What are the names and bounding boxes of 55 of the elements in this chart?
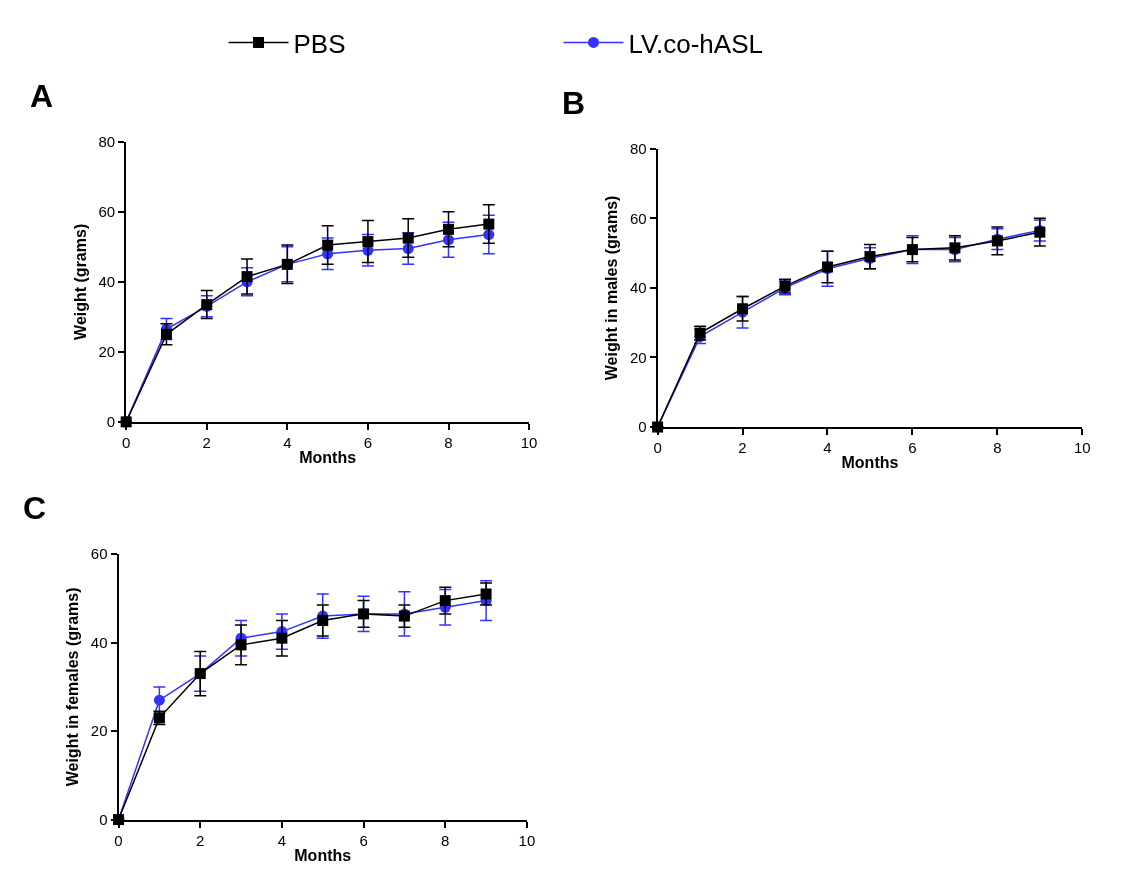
point	[276, 632, 288, 644]
point	[153, 694, 165, 706]
x-axis-title: Months	[841, 454, 899, 472]
y-tick-label: 0	[638, 418, 647, 436]
x-tick-label: 2	[202, 433, 211, 451]
x-tick-label: 6	[908, 439, 917, 457]
x-tick-label: 8	[441, 831, 450, 849]
x-tick-label: 6	[359, 831, 368, 849]
y-axis-title: Weight in males (grams)	[603, 195, 621, 381]
y-tick-label: 60	[629, 209, 647, 227]
y-tick-label: 80	[629, 139, 647, 157]
chart-title: A	[30, 78, 54, 114]
x-tick-label: 10	[518, 831, 536, 849]
y-tick-label: 0	[99, 810, 108, 828]
point	[443, 223, 455, 235]
y-tick-label: 40	[98, 273, 116, 291]
x-axis-title: Months	[299, 449, 357, 467]
point	[402, 232, 414, 244]
y-tick-label: 80	[98, 133, 116, 151]
y-axis-title: Weight in females (grams)	[64, 587, 82, 787]
point	[317, 615, 329, 627]
point	[241, 271, 253, 283]
y-tick-label: 20	[98, 343, 116, 361]
y-tick-label: 40	[90, 633, 108, 651]
y-tick-label: 0	[106, 413, 116, 431]
point	[439, 595, 451, 607]
x-tick-label: 4	[823, 439, 832, 457]
point	[160, 328, 172, 340]
point	[480, 588, 492, 600]
x-tick-label: 4	[277, 831, 287, 849]
x-tick-label: 4	[283, 433, 292, 451]
x-tick-label: 10	[520, 433, 538, 451]
y-tick-label: 20	[90, 722, 108, 740]
chart-title: B	[562, 85, 586, 121]
y-axis-title: Weight (grams)	[71, 223, 89, 340]
x-tick-label: 8	[444, 433, 453, 451]
y-tick-label: 60	[90, 545, 108, 563]
x-axis-title: Months	[294, 846, 352, 864]
legend-label: LV.co-hASL	[628, 28, 763, 59]
point	[362, 236, 374, 248]
x-tick-label: 10	[1073, 439, 1091, 457]
x-tick-label: 0	[122, 433, 131, 451]
x-tick-label: 2	[196, 831, 205, 849]
y-tick-label: 20	[629, 348, 647, 366]
x-tick-label: 8	[993, 439, 1002, 457]
x-tick-label: 6	[363, 433, 373, 451]
point	[235, 639, 247, 651]
x-tick-label: 2	[738, 439, 747, 457]
y-tick-label: 40	[629, 279, 647, 297]
chart-title: C	[23, 490, 47, 526]
point	[322, 239, 334, 251]
y-tick-label: 60	[98, 203, 116, 221]
x-tick-label: 0	[653, 439, 662, 457]
point	[483, 218, 495, 230]
legend-label: PBS	[293, 28, 346, 59]
